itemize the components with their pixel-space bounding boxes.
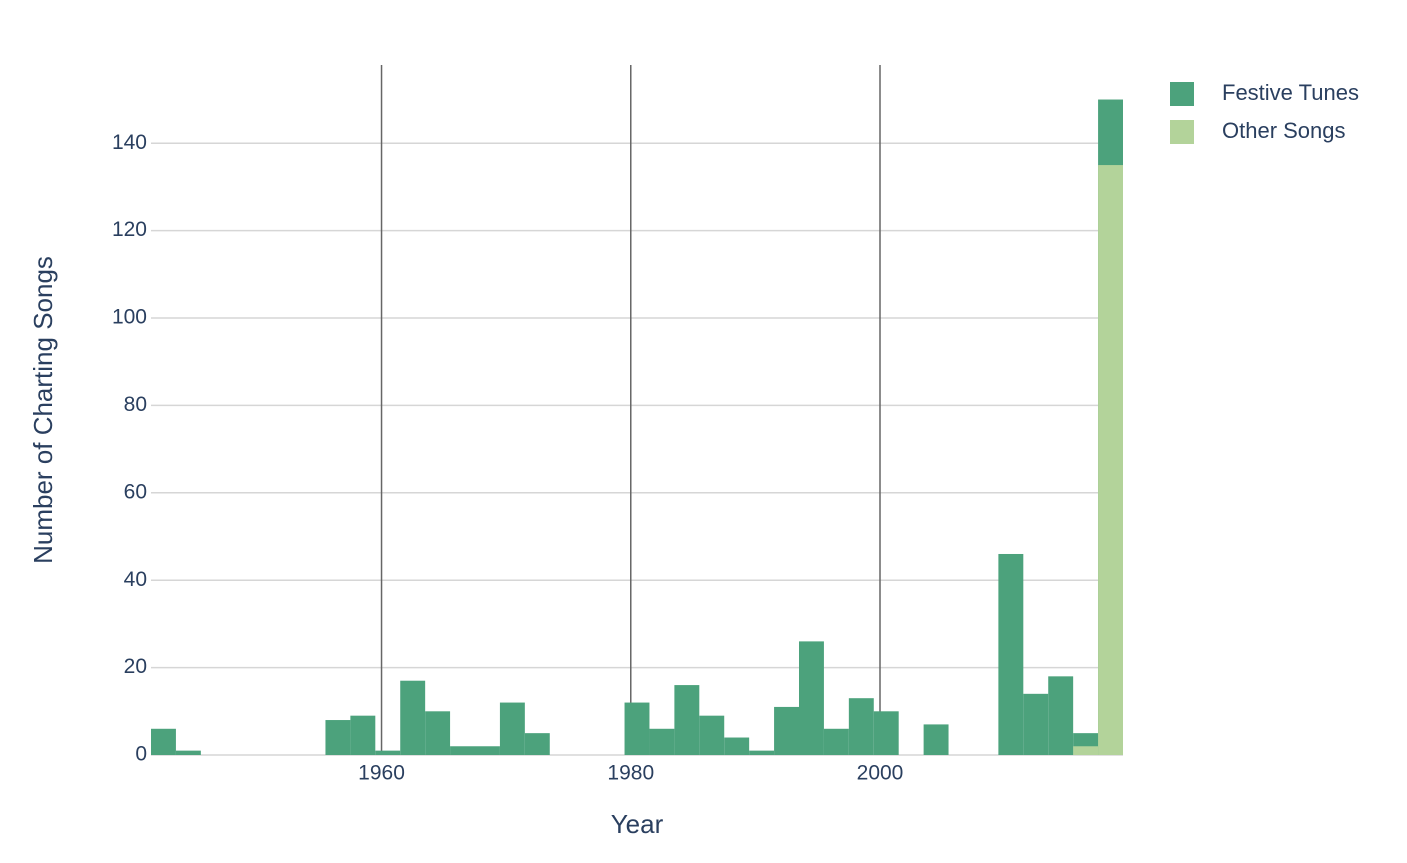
y-tick-label: 100	[112, 306, 147, 329]
bar	[674, 685, 700, 755]
x-tick-label: 1960	[358, 762, 405, 785]
bar	[350, 715, 376, 755]
bar	[799, 641, 824, 755]
y-tick-label: 0	[135, 743, 147, 766]
y-tick-label: 20	[124, 655, 147, 678]
legend-swatch	[1170, 120, 1194, 144]
bar	[375, 750, 401, 755]
bar	[1098, 165, 1123, 755]
bar	[998, 553, 1024, 755]
y-axis-title: Number of Charting Songs	[28, 256, 58, 564]
y-tick-label: 120	[112, 218, 147, 241]
legend-swatch	[1170, 82, 1194, 106]
bar	[175, 750, 201, 755]
bar	[400, 680, 426, 755]
bar	[774, 706, 799, 755]
bar	[524, 733, 550, 755]
x-tick-label: 1980	[607, 762, 654, 785]
bar	[475, 746, 500, 755]
x-axis-title: Year	[611, 809, 664, 839]
bar	[1048, 676, 1074, 755]
y-tick-label: 80	[124, 393, 147, 416]
bar	[450, 746, 475, 755]
bar	[699, 715, 725, 755]
legend-label: Festive Tunes	[1222, 80, 1359, 105]
bar	[151, 728, 176, 755]
legend-label: Other Songs	[1222, 118, 1346, 143]
bar	[724, 737, 750, 755]
bar	[1023, 693, 1049, 755]
bar	[649, 728, 675, 755]
bar	[848, 698, 874, 755]
x-tick-label: 2000	[857, 762, 904, 785]
bar	[1073, 746, 1099, 755]
bar	[624, 702, 650, 755]
bar	[749, 750, 775, 755]
bar	[873, 711, 899, 755]
bar	[325, 720, 351, 755]
bar	[823, 728, 849, 755]
bar	[499, 702, 525, 755]
y-tick-label: 60	[124, 480, 147, 503]
y-tick-label: 140	[112, 131, 147, 154]
y-tick-label: 40	[124, 568, 147, 591]
bar	[425, 711, 451, 755]
bar	[923, 724, 949, 755]
